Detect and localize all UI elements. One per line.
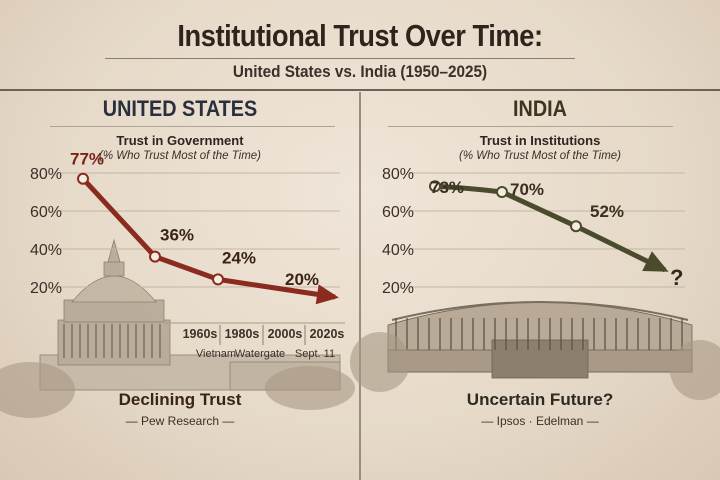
us-data-point [212, 273, 224, 286]
india-data-label: 73% [430, 178, 464, 197]
india-chart-subtitle: (% Who Trust Most of the Time) [459, 150, 621, 162]
y-tick-label: 40% [382, 242, 414, 259]
page-title: Institutional Trust Over Time: [177, 18, 543, 53]
y-tick-label: 20% [382, 280, 414, 297]
event-annotation: Vietnam [196, 348, 236, 360]
india-footer: Uncertain Future? [466, 390, 614, 409]
title-divider [105, 58, 575, 59]
event-annotation: Sept. 11 [295, 348, 335, 360]
india-trend-arrowhead [642, 251, 669, 272]
us-data-label: 20% [285, 270, 319, 289]
panel-divider [359, 92, 361, 480]
x-category-label: 1980s [225, 327, 260, 341]
us-heading-rule [50, 126, 335, 127]
india-data-label: 52% [590, 202, 624, 221]
india-data-point [570, 220, 582, 233]
us-footer: Declining Trust [118, 390, 242, 409]
us-data-point [149, 250, 161, 263]
us-data-label: 36% [160, 226, 194, 245]
us-chart-subtitle: (% Who Trust Most of the Time) [99, 150, 261, 162]
india-data-label: 70% [510, 180, 544, 199]
parliament-house-illustration [387, 301, 693, 379]
india-trend-line [434, 183, 667, 273]
parliament-columns [395, 318, 683, 350]
india-uncertain-marker: ? [670, 265, 683, 290]
us-chart: 80% 60% 40% 20% 77% 36% 24% 20% 1960s 1980s 2000s 2… [30, 150, 345, 360]
india-data-point [429, 180, 441, 193]
us-data-label: 24% [222, 248, 256, 267]
us-trend-line [81, 177, 336, 300]
x-category-label: 2000s [268, 327, 303, 341]
x-category-label: 1960s [183, 327, 218, 341]
us-heading: UNITED STATES [102, 96, 258, 121]
y-tick-label: 20% [30, 280, 62, 297]
india-heading-rule [388, 126, 673, 127]
y-tick-label: 80% [382, 166, 414, 183]
header-rule [0, 89, 720, 91]
foliage [0, 332, 720, 418]
x-category-label: 2020s [310, 327, 345, 341]
us-data-point [77, 172, 89, 185]
event-annotation: Watergate [235, 348, 285, 360]
us-chart-title: Trust in Government [116, 133, 244, 148]
india-chart-title: Trust in Institutions [479, 133, 601, 148]
y-tick-label: 60% [382, 204, 414, 221]
y-tick-label: 60% [30, 204, 62, 221]
us-data-label: 77% [70, 150, 104, 169]
page-subtitle: United States vs. India (1950–2025) [232, 62, 488, 81]
capitol-columns [63, 324, 161, 358]
india-heading: INDIA [513, 96, 567, 121]
us-trend-arrowhead [315, 284, 339, 305]
india-source: — Ipsos · Edelman — [481, 414, 599, 428]
y-tick-label: 40% [30, 242, 62, 259]
india-data-point [496, 186, 508, 198]
y-tick-label: 80% [30, 166, 62, 183]
india-chart: 80% 60% 40% 20% 73% 70% 52%? [382, 166, 685, 297]
us-source: — Pew Research — [125, 414, 235, 428]
